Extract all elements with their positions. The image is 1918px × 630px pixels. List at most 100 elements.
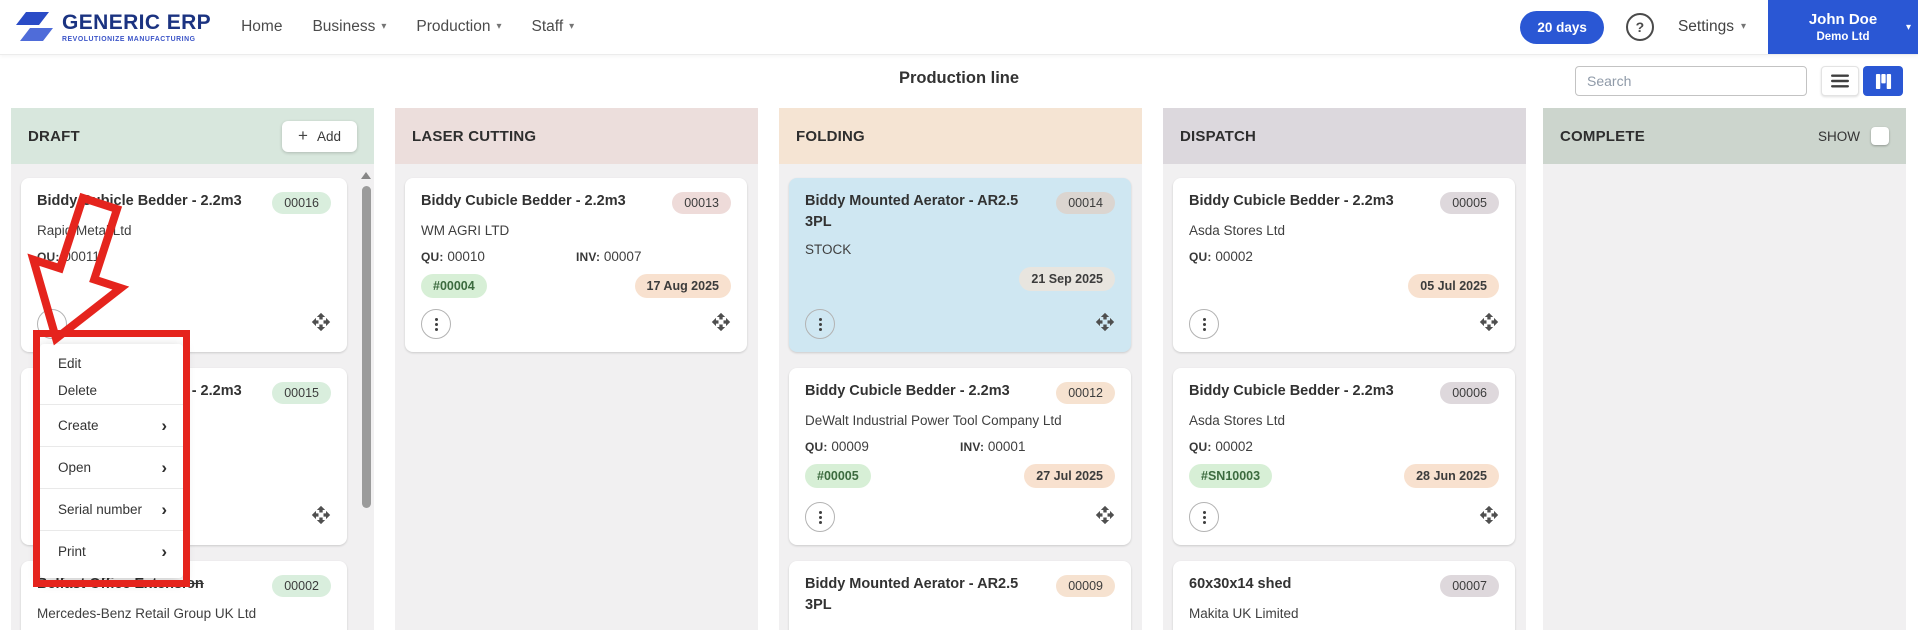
due-date-pill: 05 Jul 2025 — [1408, 274, 1499, 298]
drag-move-icon — [311, 505, 331, 524]
card-top-row: Biddy Mounted Aerator - AR2.5 3PL 00009 — [805, 574, 1115, 616]
production-card[interactable]: Biddy Cubicle Bedder - 2.2m3 00005 Asda St… — [1173, 178, 1515, 352]
nav-link-production[interactable]: Production ▾ — [416, 18, 501, 36]
nav-link-business[interactable]: Business ▾ — [312, 18, 386, 36]
production-card[interactable]: Biddy Cubicle Bedder - 2.2m3 00016 Rapid M… — [21, 178, 347, 352]
chevron-right-icon: › — [161, 416, 167, 435]
chevron-down-icon: ▾ — [496, 21, 502, 32]
settings-menu[interactable]: Settings ▾ — [1678, 18, 1746, 36]
menu-item-serial-number[interactable]: Serial number › — [40, 489, 183, 530]
column-scrollbar[interactable] — [360, 170, 372, 630]
column-header-draft: DRAFT + Add — [11, 108, 374, 164]
drag-handle[interactable] — [1479, 312, 1499, 337]
column-complete: COMPLETE SHOW — [1543, 108, 1906, 630]
drag-move-icon — [1095, 505, 1115, 524]
card-title: Biddy Cubicle Bedder - 2.2m3 — [1189, 193, 1394, 209]
qu-value: 00010 — [447, 249, 485, 264]
production-card[interactable]: Biddy Cubicle Bedder - 2.2m3 00006 Asda St… — [1173, 368, 1515, 545]
card-footer — [1189, 309, 1499, 342]
inv-label: INV: — [960, 440, 985, 454]
due-date-pill: 27 Jul 2025 — [1024, 464, 1115, 488]
kebab-icon — [434, 322, 438, 326]
drag-handle[interactable] — [1479, 505, 1499, 530]
kebab-menu-button[interactable] — [805, 502, 835, 532]
drag-move-icon — [711, 312, 731, 331]
user-company: Demo Ltd — [1816, 31, 1870, 43]
qu-label: QU: — [421, 250, 444, 264]
list-view-button[interactable] — [1821, 66, 1859, 96]
card-company: STOCK — [805, 242, 852, 258]
drag-handle[interactable] — [1095, 505, 1115, 530]
column-body-dispatch: Biddy Cubicle Bedder - 2.2m3 00005 Asda St… — [1163, 164, 1526, 630]
card-company: Rapid Metal Ltd — [37, 223, 132, 238]
days-badge[interactable]: 20 days — [1520, 10, 1604, 44]
card-number-badge: 00012 — [1056, 382, 1115, 404]
card-pills-row: #SN10003 28 Jun 2025 — [1189, 464, 1499, 488]
card-context-menu: Edit Delete Create › Open › Serial number › Prin… — [40, 344, 183, 578]
production-card[interactable]: Biddy Cubicle Bedder - 2.2m3 00012 DeWalt … — [789, 368, 1131, 545]
nav-link-home[interactable]: Home — [241, 18, 282, 36]
brand[interactable]: GENERIC ERP REVOLUTIONIZE MANUFACTURING — [13, 11, 211, 44]
menu-item-edit[interactable]: Edit — [40, 350, 183, 377]
production-card[interactable]: Biddy Mounted Aerator - AR2.5 3PL 00014 ST… — [789, 178, 1131, 352]
card-refs-row: QU: 00010 INV: 00007 — [421, 249, 731, 264]
drag-handle[interactable] — [711, 312, 731, 337]
drag-move-icon — [1095, 312, 1115, 331]
search-input[interactable] — [1575, 66, 1807, 96]
user-menu[interactable]: John Doe Demo Ltd ▾ — [1768, 0, 1918, 54]
card-top-row: Biddy Cubicle Bedder - 2.2m3 00006 — [1189, 381, 1499, 404]
inv-label: INV: — [576, 250, 601, 264]
kebab-menu-button[interactable] — [421, 309, 451, 339]
add-button-label: Add — [316, 128, 341, 144]
drag-handle[interactable] — [311, 312, 331, 337]
card-footer — [805, 309, 1115, 342]
kebab-menu-button[interactable] — [805, 309, 835, 339]
kebab-menu-button[interactable] — [37, 309, 67, 339]
show-checkbox[interactable] — [1871, 127, 1889, 145]
menu-item-delete[interactable]: Delete — [40, 377, 183, 404]
column-title: COMPLETE — [1560, 127, 1645, 145]
drag-handle[interactable] — [311, 505, 331, 530]
chevron-down-icon: ▾ — [1905, 22, 1911, 33]
qu-label: QU: — [37, 250, 60, 264]
column-title: DISPATCH — [1180, 127, 1257, 145]
kebab-icon — [818, 515, 822, 519]
scrollbar-thumb[interactable] — [361, 186, 371, 508]
add-card-button[interactable]: + Add — [282, 120, 357, 152]
menu-item-label: Serial number — [58, 502, 143, 517]
menu-item-open[interactable]: Open › — [40, 447, 183, 488]
card-number-badge: 00013 — [672, 192, 731, 214]
scroll-up-arrow-icon[interactable] — [361, 172, 371, 179]
column-title: FOLDING — [796, 127, 865, 145]
production-card[interactable]: Biddy Mounted Aerator - AR2.5 3PL 00009 — [789, 561, 1131, 630]
card-qu-ref: QU: 00009 — [805, 439, 960, 454]
qu-label: QU: — [1189, 250, 1212, 264]
kebab-menu-button[interactable] — [1189, 502, 1219, 532]
kebab-icon — [1202, 322, 1206, 326]
card-number-badge: 00014 — [1056, 192, 1115, 214]
card-number-badge: 00007 — [1440, 575, 1499, 597]
drag-handle[interactable] — [1095, 312, 1115, 337]
kanban-view-button[interactable] — [1863, 66, 1903, 96]
card-footer — [421, 309, 731, 342]
nav-link-staff[interactable]: Staff ▾ — [532, 18, 575, 36]
serial-tag-pill: #SN10003 — [1189, 464, 1273, 488]
card-footer — [805, 502, 1115, 535]
brand-tagline: REVOLUTIONIZE MANUFACTURING — [62, 35, 196, 43]
kebab-menu-button[interactable] — [1189, 309, 1219, 339]
help-icon[interactable]: ? — [1625, 13, 1654, 41]
card-pills-row: 05 Jul 2025 — [1189, 274, 1499, 298]
menu-divider — [40, 446, 183, 447]
card-title: Biddy Mounted Aerator - AR2.5 3PL — [805, 193, 1019, 231]
menu-item-print[interactable]: Print › — [40, 531, 183, 572]
card-number-badge: 00002 — [272, 575, 331, 597]
qu-value: 00002 — [1215, 439, 1253, 454]
serial-tag-pill: #00005 — [805, 464, 871, 488]
card-number-badge: 00005 — [1440, 192, 1499, 214]
inv-value: 00001 — [987, 439, 1026, 454]
production-card[interactable]: 60x30x14 shed 00007 Makita UK Limited — [1173, 561, 1515, 630]
production-card[interactable]: Biddy Cubicle Bedder - 2.2m3 00013 WM AGRI… — [405, 178, 747, 352]
menu-item-create[interactable]: Create › — [40, 405, 183, 446]
kanban-board: DRAFT + Add Biddy Cubicle Bedder - 2.2m3 000… — [0, 108, 1918, 630]
